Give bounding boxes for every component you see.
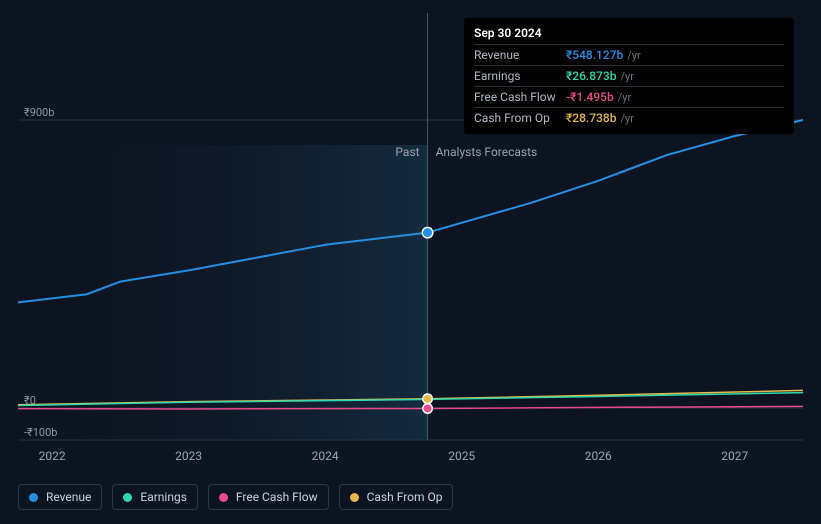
legend-item-label: Free Cash Flow — [236, 490, 318, 504]
legend-item-revenue[interactable]: Revenue — [18, 484, 102, 510]
svg-text:-₹100b: -₹100b — [24, 426, 57, 439]
svg-text:2027: 2027 — [721, 449, 748, 463]
svg-text:Analysts Forecasts: Analysts Forecasts — [436, 145, 538, 159]
legend-item-earnings[interactable]: Earnings — [112, 484, 198, 510]
tooltip-row-unit: /yr — [620, 70, 633, 83]
legend-item-label: Earnings — [140, 490, 187, 504]
svg-text:₹900b: ₹900b — [24, 106, 54, 119]
legend-item-cash-from-op[interactable]: Cash From Op — [339, 484, 454, 510]
legend-dot-icon — [123, 493, 132, 502]
legend-item-label: Revenue — [46, 490, 91, 504]
tooltip-row-label: Earnings — [474, 69, 566, 83]
tooltip-row-value: ₹28.738b — [566, 111, 616, 125]
tooltip-row-value: -₹1.495b — [566, 90, 614, 104]
tooltip-row-label: Cash From Op — [474, 111, 566, 125]
legend-item-free-cash-flow[interactable]: Free Cash Flow — [208, 484, 329, 510]
svg-text:₹0: ₹0 — [24, 394, 36, 407]
tooltip-row: Cash From Op₹28.738b/yr — [474, 107, 784, 128]
legend-dot-icon — [219, 493, 228, 502]
tooltip-row-value: ₹548.127b — [566, 48, 623, 62]
tooltip-row-value: ₹26.873b — [566, 69, 616, 83]
svg-text:2022: 2022 — [39, 449, 66, 463]
tooltip-row: Free Cash Flow-₹1.495b/yr — [474, 86, 784, 107]
svg-text:Past: Past — [395, 145, 419, 159]
legend-item-label: Cash From Op — [367, 490, 443, 504]
tooltip-row-label: Revenue — [474, 48, 566, 62]
tooltip-row: Revenue₹548.127b/yr — [474, 44, 784, 65]
svg-text:2025: 2025 — [448, 449, 475, 463]
tooltip-row-unit: /yr — [620, 112, 633, 125]
legend-dot-icon — [29, 493, 38, 502]
svg-text:2023: 2023 — [175, 449, 202, 463]
svg-text:2026: 2026 — [585, 449, 612, 463]
tooltip-row-unit: /yr — [627, 49, 640, 62]
legend-dot-icon — [350, 493, 359, 502]
chart-legend: Revenue Earnings Free Cash Flow Cash From O… — [18, 484, 453, 510]
tooltip-row-unit: /yr — [618, 91, 631, 104]
tooltip-row-label: Free Cash Flow — [474, 90, 566, 104]
tooltip-row: Earnings₹26.873b/yr — [474, 65, 784, 86]
chart-tooltip: Sep 30 2024 Revenue₹548.127b/yrEarnings₹… — [464, 18, 794, 134]
svg-text:2024: 2024 — [312, 449, 339, 463]
tooltip-date: Sep 30 2024 — [474, 26, 784, 40]
